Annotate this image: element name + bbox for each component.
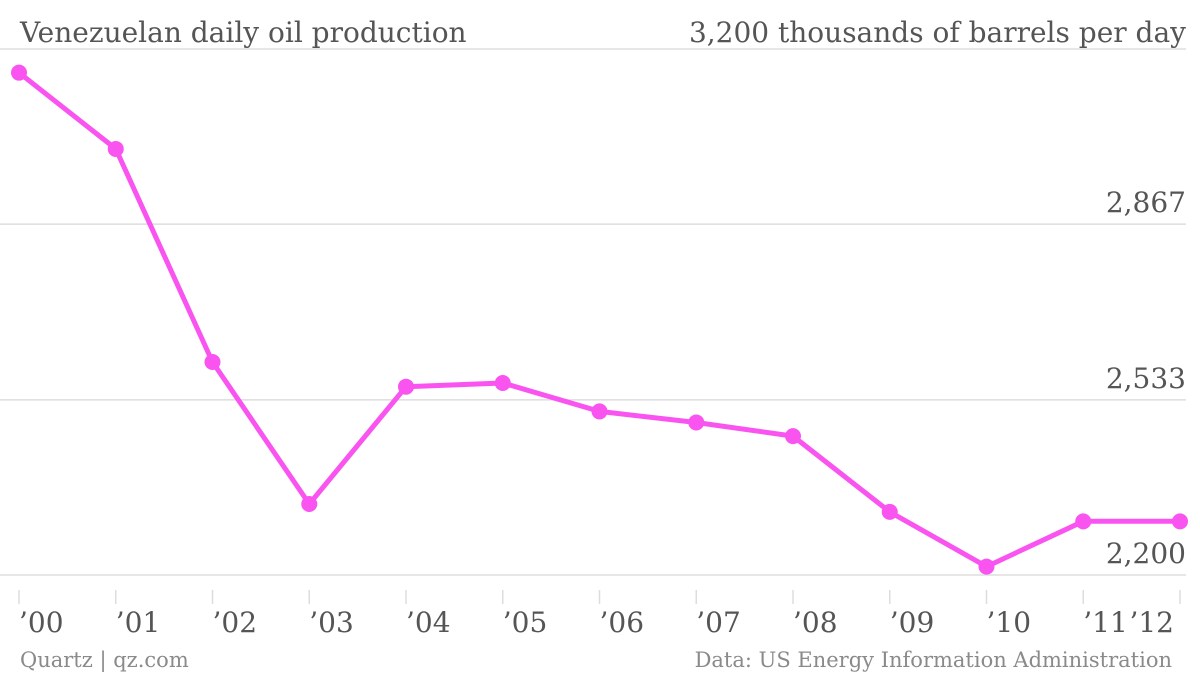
x-tick-label: ’07: [696, 606, 741, 639]
series-line: [16, 70, 1183, 570]
data-point: [11, 64, 27, 81]
x-tick-label: ’11: [1083, 606, 1128, 639]
data-point: [785, 428, 801, 445]
gridlines: [0, 48, 1186, 576]
data-point: [591, 403, 608, 420]
x-axis-labels: ’00 ’01 ’02 ’03 ’04 ’05 ’06 ’07 ’08 ’09 ’10 ’11’12: [19, 606, 1174, 639]
data-point: [688, 414, 705, 431]
data-point: [494, 375, 511, 392]
x-tick-label: ’04: [406, 606, 451, 639]
x-tick-label: ’09: [890, 606, 935, 639]
y-tick-label: 2,533: [1106, 362, 1186, 395]
unit-label: 3,200 thousands of barrels per day: [689, 16, 1186, 49]
y-tick-label: 2,200: [1106, 537, 1186, 570]
data-points: [11, 64, 1188, 575]
x-tick-label: ’02: [213, 606, 258, 639]
data-point: [881, 503, 898, 520]
data-point: [978, 558, 995, 575]
source-right: Data: US Energy Information Administrati…: [695, 648, 1172, 672]
data-point: [1172, 513, 1188, 530]
data-point: [398, 378, 414, 395]
source-left: Quartz | qz.com: [20, 648, 189, 673]
x-axis-ticks: [18, 590, 1181, 604]
x-tick-label: ’05: [503, 606, 548, 639]
chart-title: Venezuelan daily oil production: [19, 16, 467, 49]
x-tick-label: ’03: [309, 606, 354, 639]
data-point: [1075, 513, 1092, 530]
x-tick-label: ’06: [600, 606, 645, 639]
data-point: [301, 495, 318, 512]
y-axis-labels: 2,200 2,533 2,867: [1106, 186, 1186, 570]
x-tick-label: ’08: [793, 606, 838, 639]
x-tick-label: ’01: [116, 606, 161, 639]
data-point: [107, 140, 124, 157]
x-tick-label: ’10: [987, 606, 1032, 639]
x-tick-label: ’12: [1129, 606, 1174, 639]
data-point: [204, 353, 221, 370]
y-tick-label: 2,867: [1106, 186, 1186, 219]
x-tick-label: ’00: [19, 606, 64, 639]
